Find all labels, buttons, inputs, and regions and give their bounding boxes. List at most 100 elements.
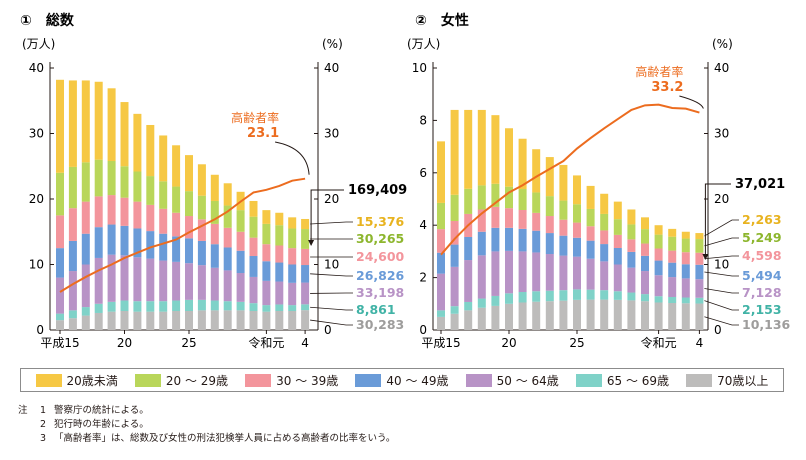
bar-segment: [210, 200, 219, 224]
bar-segment: [613, 299, 622, 330]
bar-segment: [146, 204, 155, 232]
bar-segment: [573, 204, 581, 223]
bar-segment: [210, 300, 219, 311]
bar-segment: [505, 250, 513, 294]
bar-segment: [477, 185, 486, 210]
bar-segment: [491, 183, 500, 207]
bar-segment: [681, 297, 690, 304]
bar-segment: [133, 311, 142, 330]
x-tick-label: 4: [696, 336, 704, 350]
bar-segment: [159, 311, 168, 330]
bar-segment: [586, 226, 595, 241]
bar-segment: [491, 227, 500, 252]
bar-segment: [107, 254, 116, 302]
bar-segment: [146, 258, 155, 302]
bar-segment: [573, 299, 581, 330]
segment-value-label: 5,494: [742, 268, 782, 283]
bar-segment: [532, 212, 541, 231]
bar-segment: [600, 244, 609, 262]
bar-segment: [627, 239, 636, 252]
rate-label: 高齢者率: [635, 64, 683, 79]
notes: 注 1 警察庁の統計による。 2 犯行時の年齢による。 3 「高齢者率」は、総数及び女性の刑…: [18, 404, 395, 446]
y-right-tick-label: 10: [324, 258, 339, 272]
bar-segment: [223, 205, 232, 228]
y-right-tick-label: 20: [714, 192, 729, 206]
bar-segment: [262, 305, 271, 312]
bar-segment: [613, 291, 622, 300]
legend-label: 20 ～ 29歳: [165, 373, 229, 388]
bar-segment: [223, 270, 232, 302]
value-leader: [310, 273, 353, 277]
bar-segment: [464, 310, 473, 330]
y-right-tick-label: 10: [714, 258, 729, 272]
bar-segment: [236, 231, 245, 251]
bar-segment: [654, 234, 663, 249]
bar-segment: [107, 161, 116, 196]
bar-segment: [133, 113, 142, 172]
note-text: 「高齢者率」は、総数及び女性の刑法犯検挙人員に占める高齢者の比率をいう。: [54, 433, 396, 444]
legend-swatch: [245, 373, 272, 387]
bar-segment: [68, 318, 77, 330]
bar-segment: [210, 244, 219, 268]
bar-segment: [695, 264, 704, 280]
x-tick-label: 令和元: [641, 335, 677, 350]
bar-segment: [94, 227, 103, 258]
bar-segment: [573, 222, 581, 238]
y-left-tick-label: 0: [419, 323, 427, 337]
bar-segment: [532, 230, 541, 253]
bar-segment: [120, 166, 129, 198]
legend-item: 70歳以上: [686, 372, 768, 389]
bar-segment: [68, 271, 77, 311]
bar-segment: [450, 313, 459, 330]
bar-segment: [56, 313, 64, 321]
panel-1: ① 総数 (万人) (%) 0 10 20 30 40 0 10 20 30 40 平成15 20 25 令和元…: [20, 12, 407, 350]
bar-segment: [159, 135, 168, 182]
bar-segment: [56, 320, 64, 330]
bar-segment: [505, 186, 513, 209]
bar-segment: [94, 312, 103, 330]
bar-segment: [185, 311, 193, 330]
rate-pointer: [275, 141, 310, 175]
bar-segment: [301, 218, 310, 230]
bar-segment: [437, 252, 445, 274]
bar-segment: [464, 236, 473, 261]
value-leader: [310, 306, 353, 311]
bar-segment: [159, 301, 168, 312]
value-leader: [704, 219, 739, 237]
bar-segment: [107, 224, 116, 255]
bar-segment: [450, 266, 459, 307]
legend-item: 30 ～ 39歳: [245, 372, 338, 389]
legend-swatch: [575, 373, 602, 387]
note-number: 3: [40, 433, 47, 444]
bar-segment: [586, 208, 595, 227]
bar-segment: [262, 210, 271, 224]
bar-segment: [437, 316, 445, 330]
bar-segment: [81, 201, 90, 234]
legend-item: 50 ～ 64歳: [465, 372, 559, 389]
y-left-tick-label: 4: [419, 218, 427, 232]
bar-segment: [146, 176, 155, 205]
bar-segment: [262, 244, 271, 262]
bar-segment: [94, 81, 103, 160]
x-tick-label: 20: [117, 336, 132, 350]
bar-segment: [301, 282, 310, 305]
x-tick-label: 令和元: [248, 335, 284, 350]
bar-segment: [197, 299, 206, 311]
bar-segment: [68, 310, 77, 319]
bar-segment: [654, 225, 663, 235]
bar-segment: [518, 138, 527, 190]
bar-segment: [288, 311, 297, 330]
bar-segment: [641, 271, 649, 295]
bar-segment: [586, 299, 595, 330]
bar-segment: [159, 233, 168, 261]
bar-segment: [94, 303, 103, 313]
segment-value-label: 33,198: [356, 285, 404, 300]
bar-segment: [573, 175, 581, 205]
bar-segment: [94, 159, 103, 197]
bar-segment: [236, 210, 245, 232]
legend-swatch: [35, 373, 62, 387]
bar-segment: [133, 301, 142, 312]
bar-segment: [695, 239, 704, 253]
bar-segment: [437, 141, 445, 203]
y-left-tick-label: 10: [412, 61, 427, 75]
